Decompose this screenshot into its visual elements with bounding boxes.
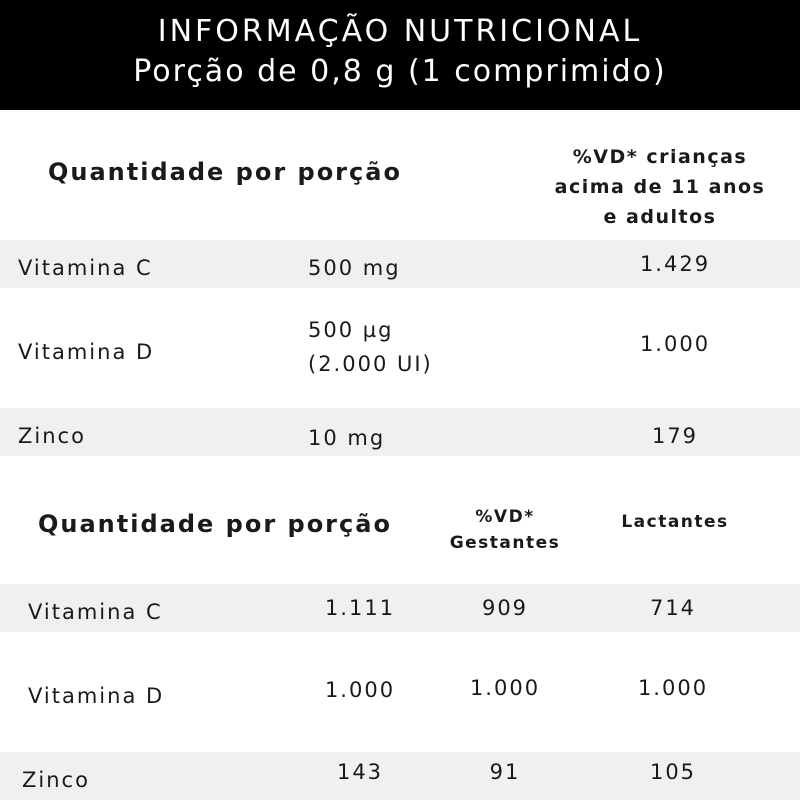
table1-row-amount: 10 mg xyxy=(308,426,386,450)
table2-row-gestantes: 1.000 xyxy=(469,676,541,700)
table1-row-vd: 179 xyxy=(651,424,699,448)
table2-row-gestantes: 91 xyxy=(489,760,521,784)
table1-row-name: Vitamina D xyxy=(18,340,155,364)
table2-row-col1: 143 xyxy=(336,760,384,784)
table1-row-vd: 1.429 xyxy=(639,252,711,276)
header-title: INFORMAÇÃO NUTRICIONAL xyxy=(157,14,643,49)
table1-vd-header-line1: %VD* crianças xyxy=(572,146,748,168)
table2-row-name: Vitamina C xyxy=(28,600,163,624)
table2-row-lactantes: 1.000 xyxy=(637,676,709,700)
table2-row-name: Vitamina D xyxy=(28,684,165,708)
table1-vd-header-line2: acima de 11 anos xyxy=(554,176,766,198)
table2-gestantes-header-line1: %VD* xyxy=(475,507,535,527)
table1-row-vd: 1.000 xyxy=(639,332,711,356)
table1-row-name: Vitamina C xyxy=(18,256,153,280)
table1-heading: Quantidade por porção xyxy=(48,158,402,186)
table2-row-lactantes: 714 xyxy=(649,596,697,620)
table2-row-col1: 1.111 xyxy=(324,596,396,620)
table2-lactantes-header: Lactantes xyxy=(621,512,729,532)
nutrition-header: INFORMAÇÃO NUTRICIONAL Porção de 0,8 g (… xyxy=(0,0,800,110)
table1-row-name: Zinco xyxy=(18,424,86,448)
table2-gestantes-header-line2: Gestantes xyxy=(449,533,561,553)
table2-row-name: Zinco xyxy=(22,768,90,792)
table2-heading: Quantidade por porção xyxy=(38,510,392,538)
table1-row-amount-ui: (2.000 UI) xyxy=(308,352,433,376)
table2-gestantes-header: %VD* Gestantes xyxy=(430,504,580,556)
table2-row-lactantes: 105 xyxy=(649,760,697,784)
table1-vd-header-line3: e adultos xyxy=(603,206,717,228)
table1-vd-header: %VD* crianças acima de 11 anos e adultos xyxy=(540,142,780,232)
header-serving: Porção de 0,8 g (1 comprimido) xyxy=(133,54,667,89)
table1-row-amount: 500 µg xyxy=(308,318,394,342)
table2-row-gestantes: 909 xyxy=(481,596,529,620)
table2-row-zinc xyxy=(0,752,800,800)
table2-row-col1: 1.000 xyxy=(324,678,396,702)
table1-row-amount: 500 mg xyxy=(308,256,401,280)
table2-row-vitamin-c xyxy=(0,584,800,632)
table1-row-zinc xyxy=(0,408,800,456)
table1-row-vitamin-c xyxy=(0,240,800,288)
